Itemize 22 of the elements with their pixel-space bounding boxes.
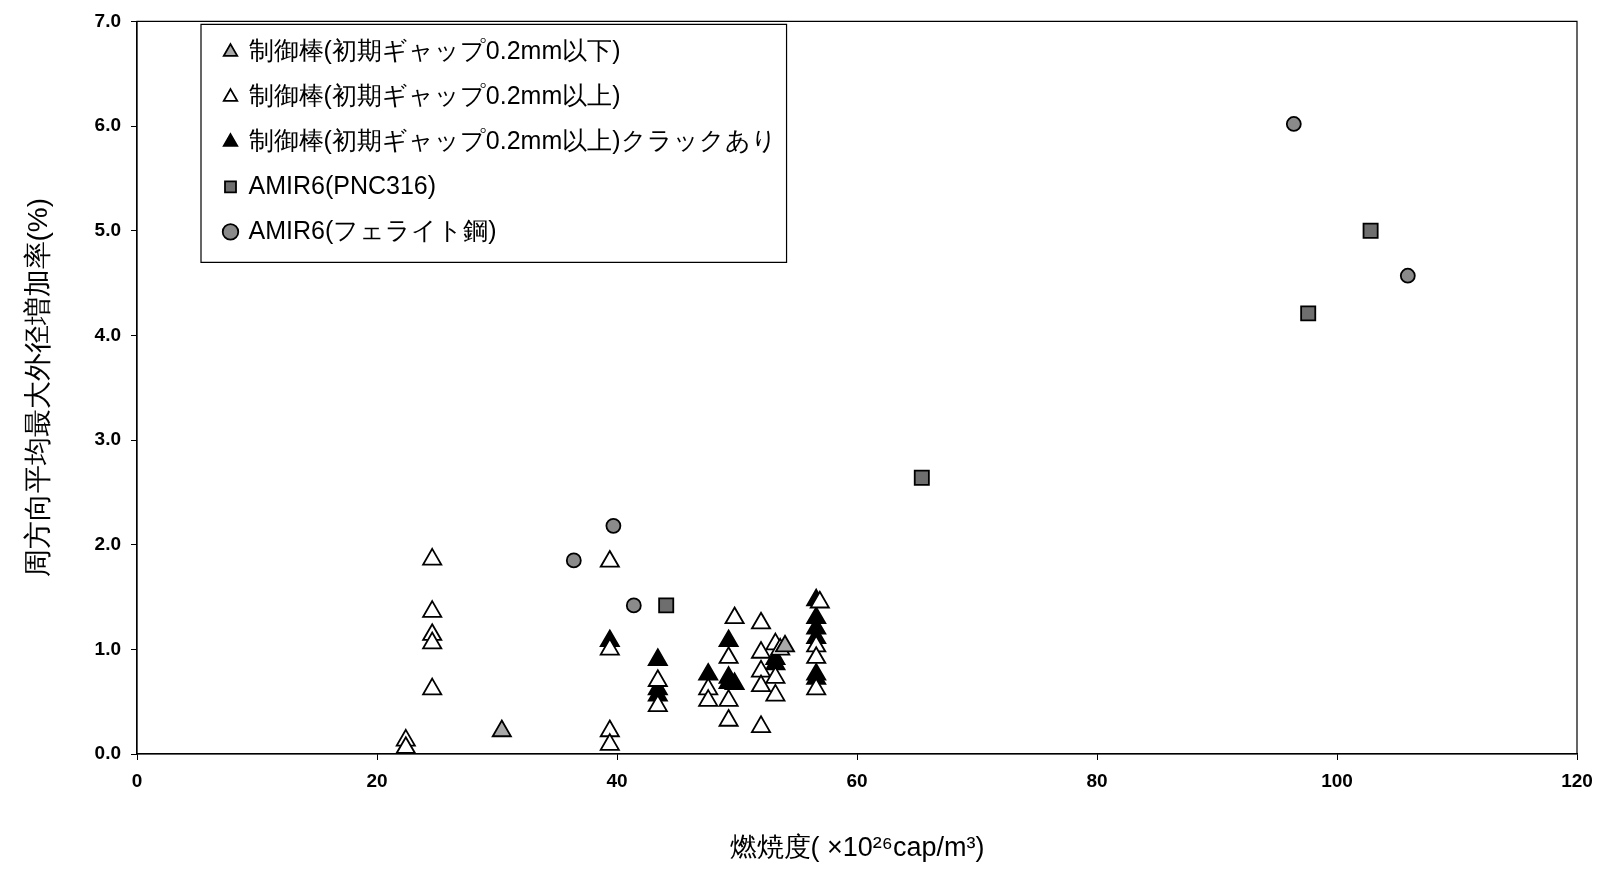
legend-label: AMIR6(PNC316) (248, 170, 437, 199)
y-tick-label: 5.0 (94, 218, 121, 240)
y-tick-label: 4.0 (94, 323, 121, 345)
x-tick-label: 120 (1561, 769, 1593, 791)
legend-label: 制御棒(初期ギャップ0.2mm以下) (248, 35, 621, 64)
legend-label: AMIR6(フェライト鋼) (248, 215, 497, 244)
y-tick-label: 0.0 (94, 742, 121, 764)
y-tick-label: 2.0 (94, 532, 121, 554)
legend-label: 制御棒(初期ギャップ0.2mm以上) (248, 80, 621, 109)
x-tick-label: 100 (1321, 769, 1353, 791)
x-tick-label: 80 (1086, 769, 1108, 791)
x-tick-label: 40 (606, 769, 628, 791)
y-axis-title: 周方向平均最大外径増加率(%) (21, 197, 53, 578)
x-tick-label: 0 (131, 769, 143, 791)
x-tick-label: 20 (366, 769, 388, 791)
y-tick-label: 3.0 (94, 428, 121, 450)
x-tick-label: 60 (846, 769, 868, 791)
y-tick-label: 1.0 (94, 637, 121, 659)
y-tick-label: 6.0 (94, 114, 121, 136)
legend-label: 制御棒(初期ギャップ0.2mm以上)クラックあり (248, 125, 777, 154)
y-tick-label: 7.0 (94, 9, 121, 31)
x-axis-title: 燃焼度( ×10²⁶cap/m³) (729, 832, 985, 863)
